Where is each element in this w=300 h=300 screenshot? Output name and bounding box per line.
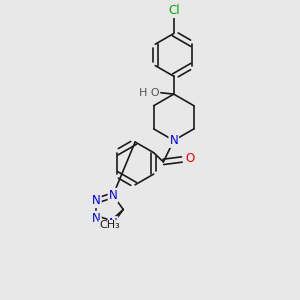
Text: H O: H O (139, 88, 159, 98)
Text: CH₃: CH₃ (99, 220, 120, 230)
Text: N: N (92, 212, 101, 225)
Text: N: N (92, 194, 101, 207)
Text: N: N (169, 134, 178, 147)
Text: O: O (185, 152, 195, 164)
Text: N: N (109, 217, 117, 230)
Text: N: N (109, 189, 117, 202)
Text: Cl: Cl (168, 4, 180, 17)
